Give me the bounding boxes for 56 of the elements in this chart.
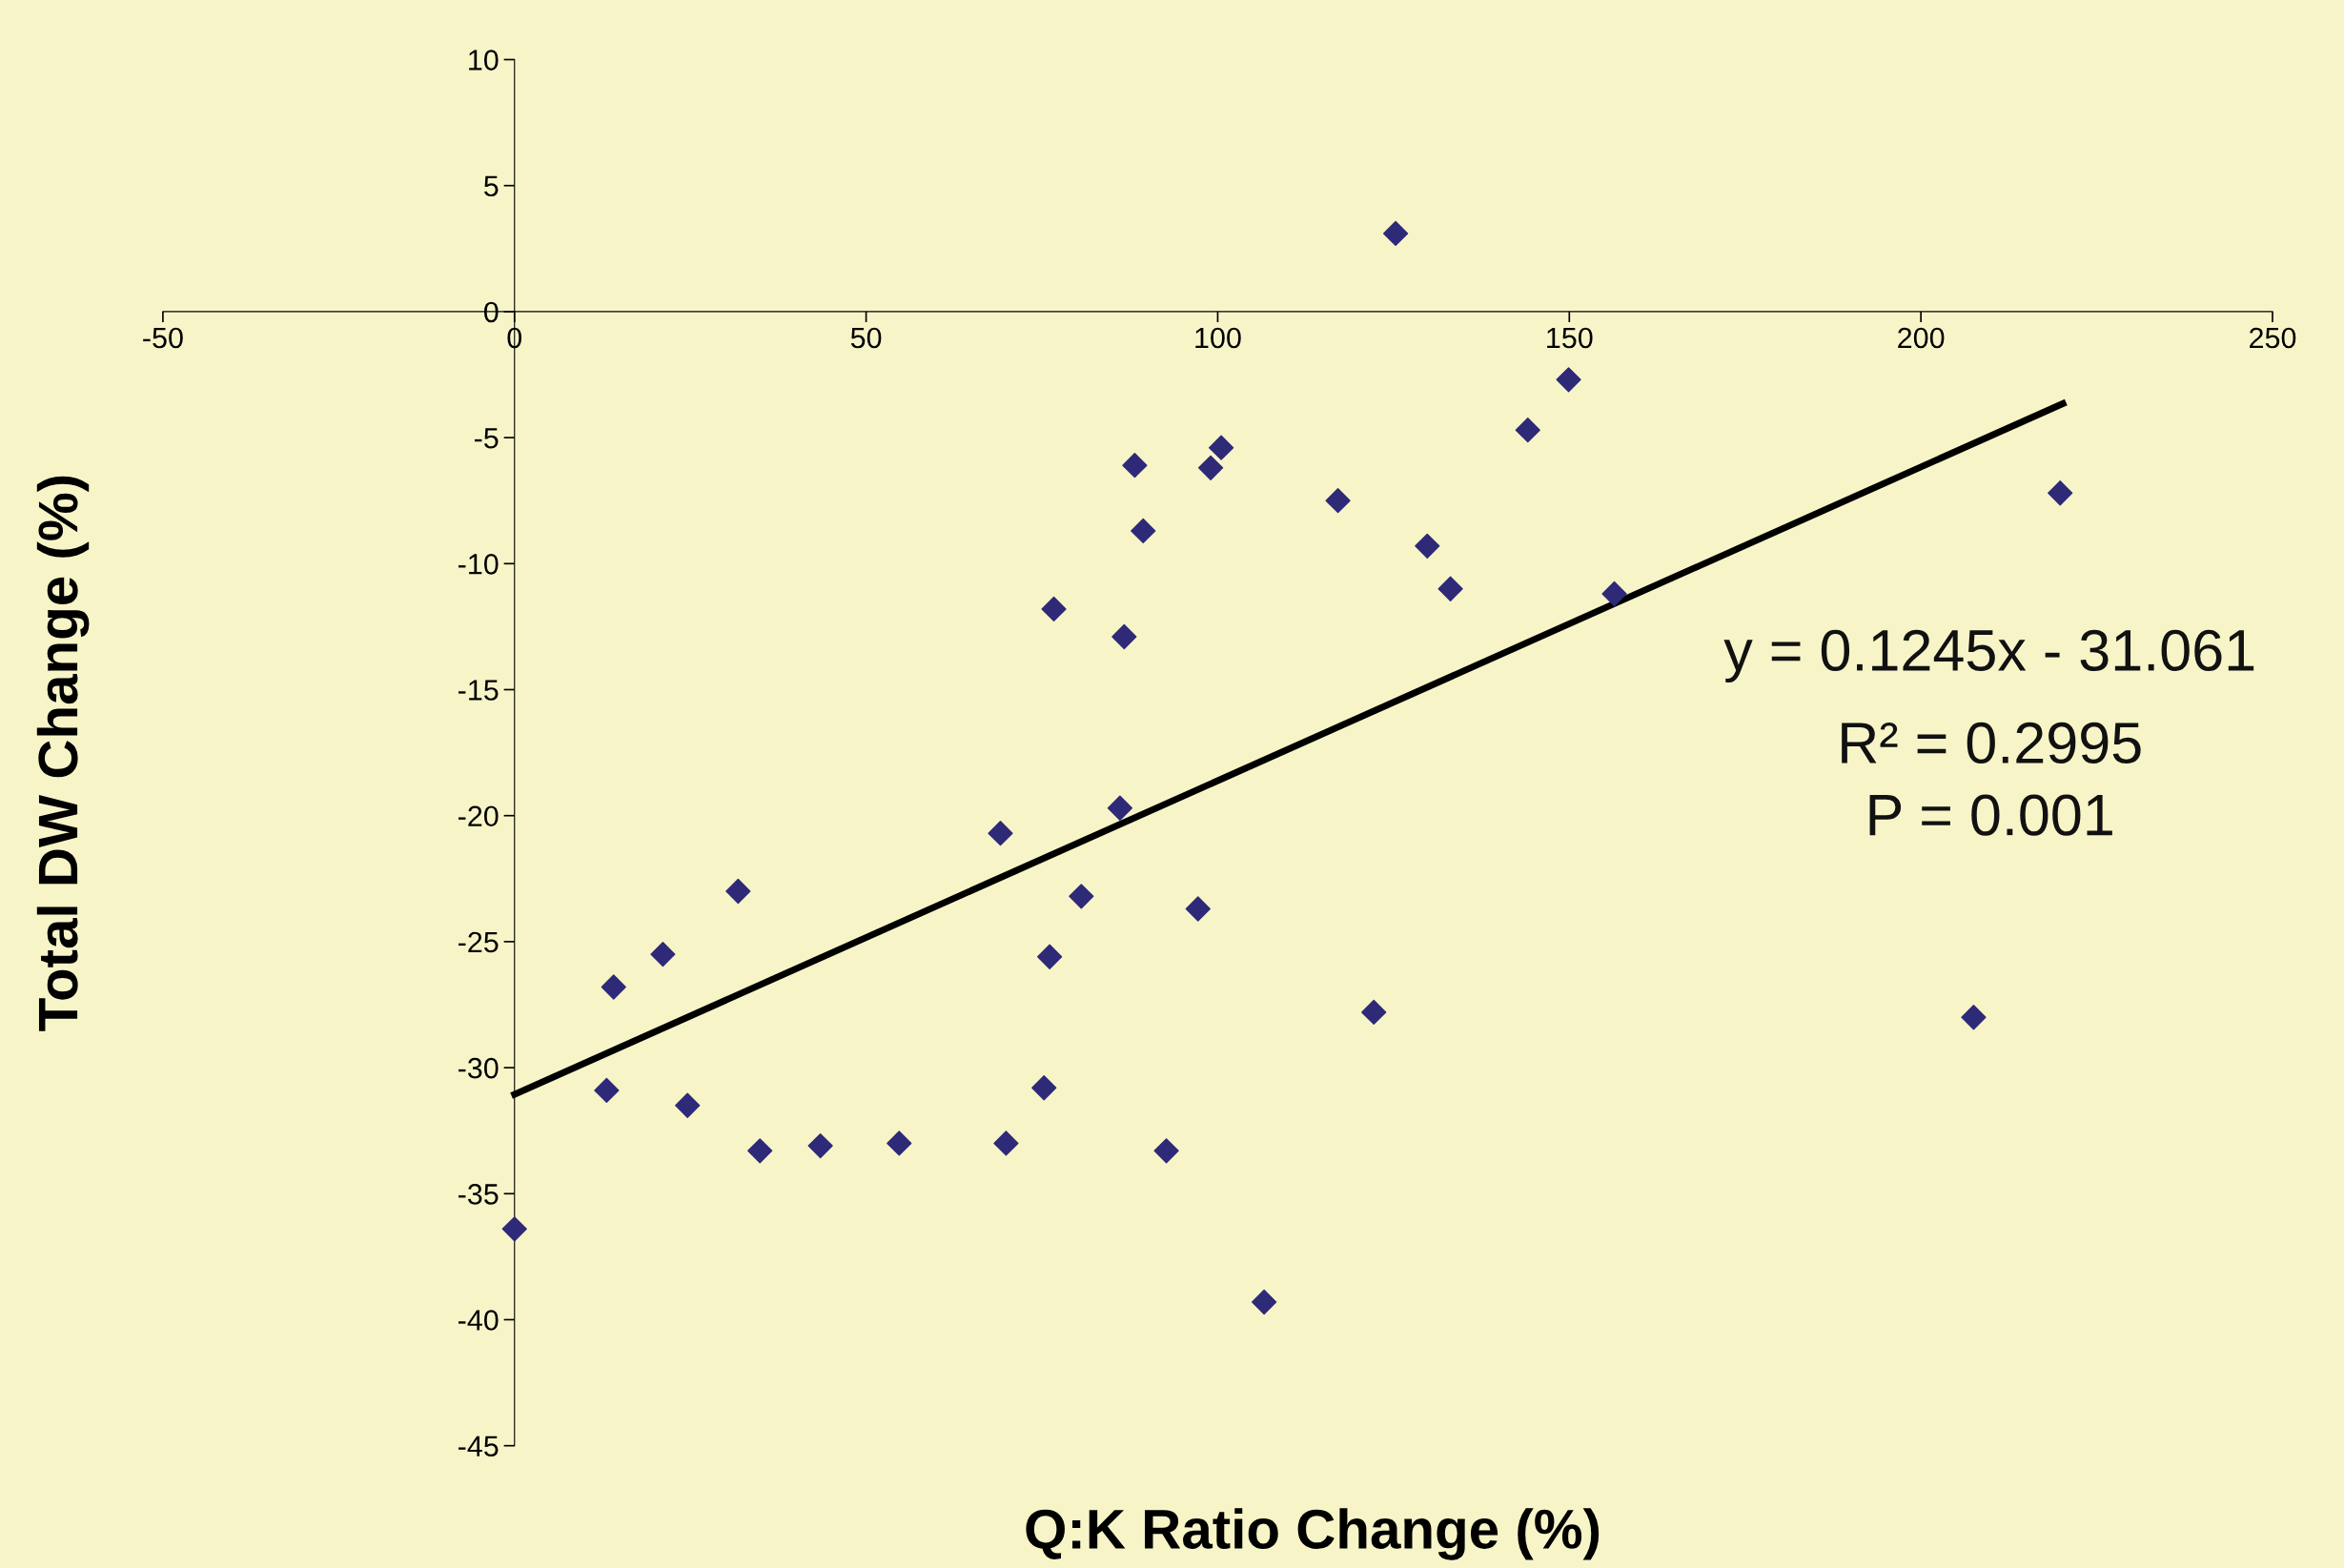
- point: [1122, 453, 1148, 479]
- y-tick-label: -40: [458, 1310, 499, 1331]
- point: [1601, 580, 1627, 607]
- point: [675, 1092, 701, 1118]
- point: [993, 1130, 1019, 1156]
- point: [1382, 220, 1409, 247]
- y-tick-label: -15: [458, 680, 499, 701]
- point: [1153, 1138, 1179, 1164]
- x-tick-label: 150: [1547, 327, 1593, 349]
- y-tick-label: 10: [469, 50, 499, 71]
- point: [1197, 455, 1224, 480]
- y-tick-label: 5: [484, 175, 499, 197]
- x-tick-label: 250: [2250, 327, 2296, 349]
- annotation: y = 0.1245x - 31.061: [1723, 629, 2254, 683]
- point: [887, 1130, 912, 1156]
- point: [1556, 367, 1581, 393]
- point: [1111, 623, 1137, 650]
- point: [1252, 1289, 1277, 1315]
- y-axis-title: Total DW Change (%): [36, 476, 90, 1031]
- y-tick-label: -5: [474, 428, 499, 449]
- point: [1361, 999, 1387, 1026]
- x-tick-label: 100: [1195, 327, 1241, 349]
- x-tick-label: 50: [850, 327, 882, 349]
- x-tick-label: 200: [1898, 327, 1945, 349]
- point: [601, 974, 626, 1000]
- y-tick-label: -35: [458, 1184, 499, 1205]
- y-tick-label: -25: [458, 931, 499, 953]
- point: [650, 941, 676, 967]
- point: [1131, 518, 1156, 544]
- point: [1041, 596, 1067, 622]
- point: [1415, 533, 1440, 559]
- point: [594, 1077, 620, 1104]
- point: [1209, 435, 1234, 460]
- y-tick-label: -10: [458, 554, 499, 575]
- point: [1037, 944, 1063, 969]
- y-tick-label: -45: [458, 1436, 499, 1457]
- point: [1437, 576, 1463, 601]
- x-axis-title: Q:K Ratio Change (%): [1026, 1508, 1600, 1560]
- point: [725, 878, 751, 905]
- y-tick-label: -30: [458, 1057, 499, 1079]
- point: [1185, 896, 1211, 922]
- point: [988, 821, 1013, 846]
- point: [1107, 795, 1133, 821]
- annotation: P = 0.001: [1869, 794, 2112, 836]
- point: [1031, 1075, 1057, 1101]
- point: [1069, 884, 1094, 909]
- point: [2048, 480, 2073, 506]
- point: [747, 1138, 773, 1164]
- x-tick-label: -50: [143, 327, 183, 349]
- point: [807, 1132, 833, 1159]
- point: [1325, 488, 1351, 514]
- annotation: R² = 0.2995: [1842, 722, 2141, 764]
- point: [501, 1216, 527, 1242]
- y-tick-label: -20: [458, 805, 499, 827]
- point: [1961, 1005, 1987, 1030]
- point: [1515, 417, 1540, 443]
